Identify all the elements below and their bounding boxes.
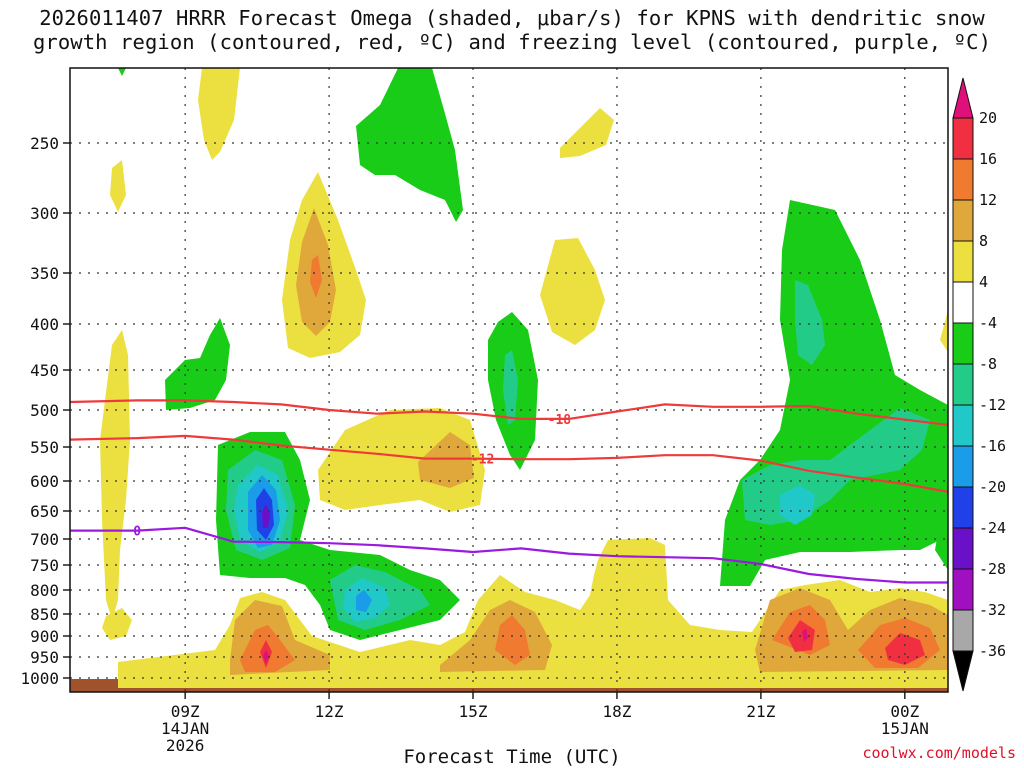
contour--12 [70, 434, 948, 493]
y-axis: 250 300 350 400 450 500 550 600 650 700 750 800 850 9… [20, 134, 70, 688]
omega-minus16-minus20-regions [248, 475, 372, 612]
positive-omega-blob-1 [102, 608, 132, 640]
colorbar-swatch-11 [952, 568, 974, 611]
contour-label--12: -12 [471, 453, 494, 468]
colorbar-label-11: -28 [979, 560, 1006, 578]
contour-label-0: 0 [133, 525, 141, 540]
positive-omega-band-left [100, 330, 130, 620]
omega-16-20-cores [260, 620, 925, 668]
contour-label--18: -18 [548, 413, 572, 428]
y-tick-label-450: 450 [30, 361, 59, 380]
colorbar-label-7: -12 [979, 396, 1006, 414]
colorbar-label-0: 20 [979, 109, 997, 127]
omega-minus24-minus28-core [262, 504, 270, 528]
x-tick-label-12Z-1: 12Z [315, 702, 344, 721]
title-line-2: growth region (contoured, red, ºC) and f… [32, 30, 992, 54]
positive-omega-upper-mid-2 [540, 238, 605, 345]
colorbar-swatch-12 [952, 609, 974, 652]
colorbar-top-arrow [952, 77, 974, 119]
y-tick-label-950: 950 [30, 648, 59, 667]
y-tick-label-500: 500 [30, 401, 59, 420]
positive-omega-right-edge [940, 310, 948, 352]
colorbar-label-3: 8 [979, 232, 988, 250]
contour-0 [70, 526, 948, 584]
negative-omega-upper-left-sliver [118, 68, 126, 76]
y-tick-label-600: 600 [30, 472, 59, 491]
source-credit: coolwx.com/models [862, 744, 1016, 762]
colorbar-bottom-arrow [952, 650, 974, 692]
colorbar-label-5: -4 [979, 314, 997, 332]
colorbar-label-10: -24 [979, 519, 1006, 537]
x-tick-label-00Z-2: 15JAN [881, 719, 929, 738]
colorbar-label-6: -8 [979, 355, 997, 373]
x-tick-label-15Z-1: 15Z [459, 702, 488, 721]
y-tick-label-250: 250 [30, 134, 59, 153]
y-tick-label-400: 400 [30, 315, 59, 334]
colorbar-swatch-7 [952, 404, 974, 447]
colorbar-swatch-4 [952, 281, 974, 324]
colorbar-swatch-2 [952, 199, 974, 242]
x-tick-label-09Z-3: 2026 [166, 736, 205, 755]
colorbar-label-9: -20 [979, 478, 1006, 496]
x-tick-label-09Z-2: 14JAN [161, 719, 209, 738]
y-tick-label-350: 350 [30, 264, 59, 283]
colorbar-swatch-5 [952, 322, 974, 365]
y-tick-label-300: 300 [30, 204, 59, 223]
y-tick-label-700: 700 [30, 530, 59, 549]
colorbar-label-12: -32 [979, 601, 1006, 619]
colorbar-label-2: 12 [979, 191, 997, 209]
y-tick-label-900: 900 [30, 627, 59, 646]
colorbar-swatch-9 [952, 486, 974, 529]
x-tick-label-09Z-1: 09Z [171, 702, 200, 721]
y-tick-label-800: 800 [30, 581, 59, 600]
contour--18 [70, 399, 948, 426]
x-tick-label-18Z-1: 18Z [602, 702, 631, 721]
chart-title: 2026011407 HRRR Forecast Omega (shaded, … [0, 6, 1024, 54]
colorbar-label-13: -36 [979, 642, 1006, 660]
plot-frame [69, 67, 949, 693]
x-axis-label: Forecast Time (UTC) [403, 746, 621, 768]
colorbar-swatch-8 [952, 445, 974, 488]
colorbar-label-1: 16 [979, 150, 997, 168]
positive-omega-upper-mid [560, 108, 614, 158]
negative-omega-upper-center [356, 68, 463, 222]
colorbar: 20 16 12 8 4 -4 -8 -12 -16 -20 -24 -28 -32 -36 [952, 77, 1006, 692]
omega-shading [70, 68, 948, 692]
positive-omega-upper-left [198, 68, 240, 160]
title-line-1: 2026011407 HRRR Forecast Omega (shaded, … [39, 6, 985, 30]
negative-omega-right-edge [935, 500, 948, 570]
colorbar-swatch-0 [952, 117, 974, 160]
omega-8-12-region-15z [418, 432, 474, 488]
y-tick-label-750: 750 [30, 556, 59, 575]
colorbar-swatch-10 [952, 527, 974, 570]
negative-omega-late-region [720, 200, 948, 586]
y-tick-label-850: 850 [30, 605, 59, 624]
colorbar-swatch-1 [952, 158, 974, 201]
y-tick-label-550: 550 [30, 438, 59, 457]
y-tick-label-1000: 1000 [20, 669, 59, 688]
positive-omega-upper-left-2 [110, 160, 126, 212]
y-tick-label-650: 650 [30, 502, 59, 521]
colorbar-label-4: 4 [979, 273, 988, 291]
negative-omega-left-blob [165, 318, 230, 410]
x-tick-label-21Z-1: 21Z [746, 702, 775, 721]
x-tick-label-00Z-1: 00Z [890, 702, 919, 721]
colorbar-swatch-6 [952, 363, 974, 406]
colorbar-swatch-3 [952, 240, 974, 283]
omega-8-12-surface-bands [230, 588, 948, 675]
contour-lines: -18 -12 0 [70, 399, 948, 584]
colorbar-label-8: -16 [979, 437, 1006, 455]
